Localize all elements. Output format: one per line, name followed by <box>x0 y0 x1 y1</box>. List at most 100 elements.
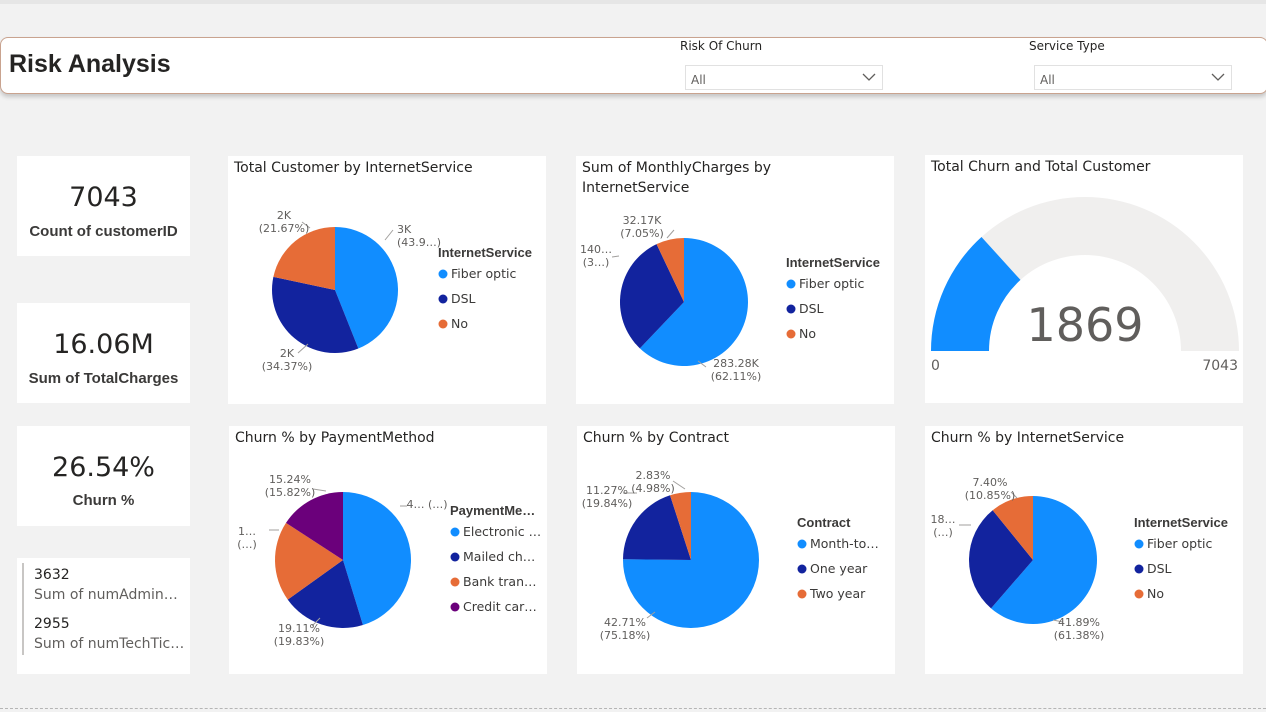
gauge-value: 1869 <box>1026 298 1143 352</box>
pie-slice-dsl[interactable] <box>272 276 359 354</box>
data-label: (43.9…) <box>397 236 441 249</box>
pie-slice-fiber-optic[interactable] <box>991 496 1098 624</box>
multi-row-value: 3632 <box>34 567 70 583</box>
legend-item-dsl[interactable]: DSL <box>1147 561 1172 576</box>
pie-slice-credit-car[interactable] <box>286 492 343 560</box>
data-label: 2.83% <box>636 469 671 482</box>
legend-item-mailed-ch[interactable]: Mailed ch… <box>463 549 535 564</box>
pie-slice-electronic[interactable] <box>343 492 412 626</box>
data-label: 11.27% <box>586 484 628 497</box>
risk-of-churn-dropdown[interactable]: All <box>685 65 883 90</box>
top-divider <box>0 0 1266 4</box>
data-label: (21.67%) <box>259 222 310 235</box>
data-label: (10.85%) <box>965 489 1016 502</box>
legend-item-one-year[interactable]: One year <box>810 561 868 576</box>
chevron-down-icon[interactable] <box>862 70 876 84</box>
kpi-label: Churn % <box>72 492 135 509</box>
data-label: 41.89% <box>1058 616 1100 629</box>
multi-row-value: 2955 <box>34 616 70 632</box>
legend-marker <box>438 269 448 279</box>
gauge-fill[interactable] <box>931 236 1021 351</box>
pie-svg: 4… (…) 19.11%(19.83%) 1…(…) 15.24%(15.82%) P… <box>237 473 541 648</box>
bottom-divider <box>0 708 1266 709</box>
pie-slice-no[interactable] <box>656 238 684 302</box>
legend-item-fiber-optic[interactable]: Fiber optic <box>1147 536 1212 551</box>
chart-title: Churn % by Contract <box>583 430 729 446</box>
legend-title: InternetService <box>438 245 532 260</box>
pie-svg: 283.28K(62.11%) 140…(3…) 32.17K(7.05%) Inte… <box>580 214 880 383</box>
data-label-leader <box>297 343 309 354</box>
legend-item-bank-tran[interactable]: Bank tran… <box>463 574 537 589</box>
legend-item-dsl[interactable]: DSL <box>799 301 824 316</box>
pie-slice-one-year[interactable] <box>623 495 691 560</box>
data-label: (15.82%) <box>265 486 316 499</box>
pie-chart-churn-by-internet-service[interactable]: Churn % by InternetService 41.89% (61.38%… <box>925 426 1243 674</box>
kpi-card-total-charges[interactable]: 16.06M Sum of TotalCharges <box>17 303 190 403</box>
pie-slice-bank-tran[interactable] <box>275 522 343 600</box>
pie-slice-fiber-optic[interactable] <box>335 227 399 349</box>
multi-row-label: Sum of numTechTic… <box>34 636 185 652</box>
pie-slice-two-year[interactable] <box>670 492 691 560</box>
data-label-leader <box>301 221 311 229</box>
header-bar: Risk Analysis Risk Of Churn All Service … <box>0 37 1266 94</box>
data-label: 42.71% <box>604 616 646 629</box>
data-label: 140… <box>580 243 612 256</box>
gauge-svg: 1869 0 7043 <box>931 197 1239 374</box>
pie-chart-monthly-charges-by-internet-service[interactable]: Sum of MonthlyCharges by InternetService… <box>576 156 894 404</box>
data-label: (62.11%) <box>711 370 762 383</box>
data-label: (19.84%) <box>582 497 633 510</box>
legend-item-credit-car[interactable]: Credit car… <box>463 599 537 614</box>
pie-svg: 42.71%(75.18%) 11.27%(19.84%) 2.83%(4.98%)… <box>582 469 879 642</box>
gauge-max-label: 7043 <box>1202 358 1238 374</box>
legend-marker <box>797 589 807 599</box>
legend-item-no[interactable]: No <box>799 326 816 341</box>
pie-slice-dsl[interactable] <box>619 244 684 349</box>
legend-marker <box>450 552 460 562</box>
pie-chart-churn-by-contract[interactable]: Churn % by Contract 42.71% (75.18%) 11.27%… <box>577 426 895 674</box>
legend-item-fiber-optic[interactable]: Fiber optic <box>799 276 864 291</box>
kpi-card-churn-percent[interactable]: 26.54% Churn % <box>17 426 190 526</box>
legend-item-two-year[interactable]: Two year <box>809 586 866 601</box>
legend-marker <box>797 539 807 549</box>
legend-title: PaymentMe… <box>450 503 535 518</box>
pie-slice-month-to[interactable] <box>622 492 759 628</box>
data-label: 3K <box>397 223 412 236</box>
pie-slice-mailed-ch[interactable] <box>287 560 363 628</box>
pie-slice-dsl[interactable] <box>968 510 1033 609</box>
legend-title: Contract <box>797 515 851 530</box>
data-label: 1… <box>238 525 256 538</box>
pie-chart-churn-by-payment-method[interactable]: Churn % by PaymentMethod 4… (…) 19.11% (19… <box>229 426 547 674</box>
data-label: 7.40% <box>973 476 1008 489</box>
data-label: 32.17K <box>623 214 662 227</box>
pie-slice-no[interactable] <box>273 227 335 290</box>
legend-marker <box>438 294 448 304</box>
data-label-leader <box>1052 619 1064 623</box>
legend-item-no[interactable]: No <box>1147 586 1164 601</box>
data-label: 15.24% <box>269 473 311 486</box>
pie-slice-fiber-optic[interactable] <box>639 238 748 366</box>
data-label-leader <box>384 229 394 241</box>
pie-chart-customers-by-internet-service[interactable]: Total Customer by InternetService 3K (43.… <box>228 156 546 404</box>
pie-svg: 41.89%(61.38%) 18…(…) 7.40%(10.85%) Interne… <box>931 476 1228 642</box>
legend-item-dsl[interactable]: DSL <box>451 291 476 306</box>
data-label-leader <box>312 488 327 492</box>
data-label: (61.38%) <box>1054 629 1105 642</box>
chevron-down-icon[interactable] <box>1211 70 1225 84</box>
service-type-dropdown[interactable]: All <box>1034 65 1232 90</box>
data-label: (19.83%) <box>274 635 325 648</box>
legend-marker <box>450 602 460 612</box>
kpi-value: 16.06M <box>53 329 154 360</box>
chart-title: Total Churn and Total Customer <box>931 159 1151 175</box>
chart-title: Churn % by InternetService <box>931 430 1125 446</box>
multi-row-label: Sum of numAdmin… <box>34 587 178 603</box>
legend-item-month-to[interactable]: Month-to… <box>810 536 879 551</box>
kpi-value: 26.54% <box>52 452 155 483</box>
pie-slice-no[interactable] <box>992 496 1033 560</box>
legend-item-fiber-optic[interactable]: Fiber optic <box>451 266 516 281</box>
gauge-total-churn[interactable]: Total Churn and Total Customer 1869 0 7043 <box>925 155 1243 403</box>
multi-row-card[interactable]: 3632 Sum of numAdmin… 2955 Sum of numTec… <box>17 558 190 674</box>
kpi-card-customer-count[interactable]: 7043 Count of customerID <box>17 156 190 256</box>
gauge-min-label: 0 <box>931 358 940 374</box>
legend-item-no[interactable]: No <box>451 316 468 331</box>
legend-item-electronic[interactable]: Electronic … <box>463 524 541 539</box>
